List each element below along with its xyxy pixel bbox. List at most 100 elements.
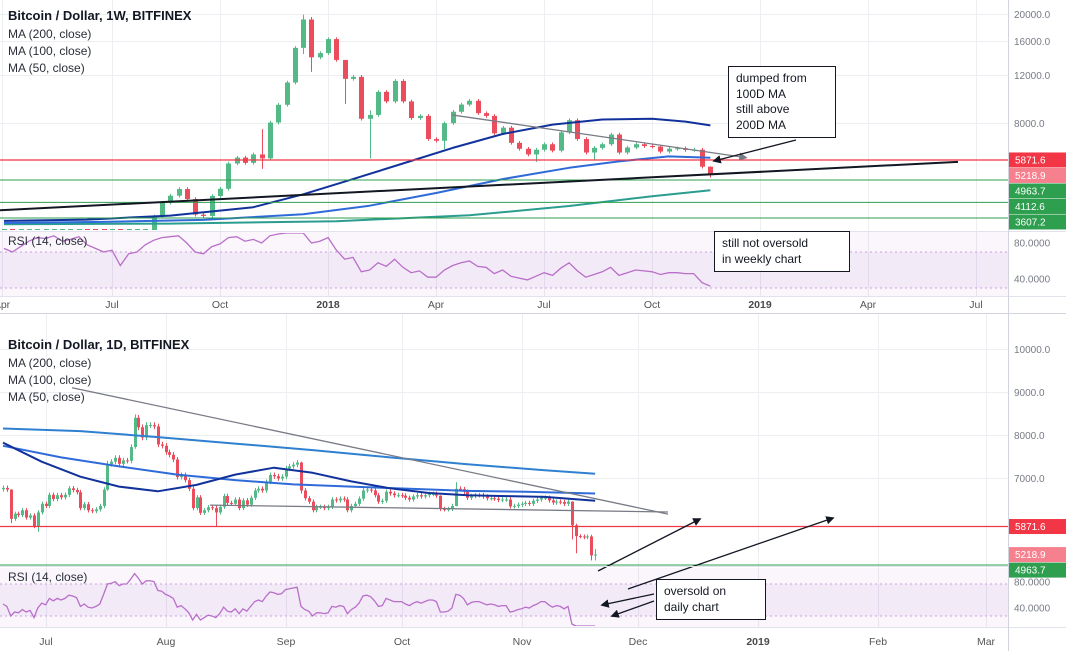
- candle-body: [118, 229, 123, 230]
- rsi-line: [3, 233, 711, 287]
- candle-body: [218, 188, 223, 196]
- time-axis-label[interactable]: Nov: [513, 636, 532, 648]
- trendline[interactable]: [71, 387, 669, 515]
- candle-body: [122, 460, 125, 464]
- candle-body: [180, 474, 183, 478]
- time-axis-label[interactable]: Oct: [394, 636, 410, 648]
- candle-body: [590, 536, 593, 556]
- time-axis-label[interactable]: Jul: [537, 299, 550, 311]
- candle-body: [470, 496, 473, 498]
- candle-body: [203, 510, 206, 513]
- candle-body: [77, 229, 82, 230]
- candle-body: [157, 426, 160, 445]
- price-scale-label[interactable]: 12000.0: [1014, 71, 1051, 82]
- rsi-scale-label[interactable]: 40.0000: [1014, 604, 1051, 615]
- weekly-rsi-label[interactable]: RSI (14, close): [8, 234, 88, 248]
- daily-chart-canvas[interactable]: 10000.0 9000.0 8000.0 7000.0 5871.6 5218.9 496…: [0, 314, 1066, 651]
- candle-body: [246, 500, 249, 505]
- time-axis-label[interactable]: Dec: [629, 636, 648, 648]
- rsi-scale-label[interactable]: 40.0000: [1014, 275, 1051, 286]
- candle-body: [579, 536, 582, 538]
- candle-body: [434, 139, 439, 141]
- candle-body: [226, 496, 229, 503]
- candle-body: [675, 148, 680, 150]
- candle-body: [91, 510, 94, 512]
- candle-body: [226, 163, 231, 189]
- time-axis-label[interactable]: Sep: [277, 636, 296, 648]
- candle-body: [185, 189, 190, 200]
- candle-body: [617, 134, 622, 153]
- price-scale-label[interactable]: 10000.0: [1014, 345, 1051, 356]
- price-scale-label[interactable]: 20000.0: [1014, 10, 1051, 21]
- time-axis-label[interactable]: Oct: [212, 299, 228, 311]
- candle-body: [497, 498, 500, 500]
- trendline[interactable]: [209, 504, 669, 513]
- rsi-group: [2, 572, 596, 626]
- note-oversold-daily[interactable]: oversold on daily chart: [656, 579, 766, 621]
- candle-body: [2, 487, 5, 490]
- candle-body: [432, 493, 435, 495]
- candle-body: [368, 114, 373, 119]
- time-axis-label[interactable]: 2019: [748, 299, 772, 311]
- candle-body: [296, 462, 299, 465]
- trendline[interactable]: [0, 160, 959, 212]
- rsi-band: [0, 252, 1008, 288]
- price-tag: [1009, 183, 1066, 199]
- price-scale-label[interactable]: 16000.0: [1014, 37, 1051, 48]
- candle-body: [335, 499, 338, 501]
- daily-rsi-label[interactable]: RSI (14, close): [8, 570, 88, 584]
- time-axis-label[interactable]: Apr: [0, 299, 11, 311]
- candle-body: [250, 497, 253, 505]
- weekly-ma100-label[interactable]: MA (100, close): [8, 44, 92, 58]
- rsi-scale-label[interactable]: 80.0000: [1014, 578, 1051, 589]
- time-axis-label[interactable]: Apr: [860, 299, 877, 311]
- time-axis-label[interactable]: Aug: [157, 636, 176, 648]
- candle-body: [193, 199, 198, 215]
- candle-body: [366, 489, 369, 491]
- time-axis-label[interactable]: Oct: [644, 299, 660, 311]
- weekly-symbol-title[interactable]: Bitcoin / Dollar, 1W, BITFINEX: [8, 8, 192, 23]
- annotation-arrow[interactable]: [712, 139, 797, 164]
- candle-body: [571, 501, 574, 526]
- rsi-scale-label[interactable]: 80.0000: [1014, 239, 1051, 250]
- weekly-ma200-label[interactable]: MA (200, close): [8, 27, 92, 41]
- candle-body: [563, 502, 566, 504]
- candle-body: [79, 492, 82, 509]
- candle-body: [93, 229, 98, 230]
- daily-symbol-title[interactable]: Bitcoin / Dollar, 1D, BITFINEX: [8, 337, 190, 352]
- price-scale-label[interactable]: 8000.0: [1014, 431, 1045, 442]
- price-scale-label[interactable]: 7000.0: [1014, 474, 1045, 485]
- time-axis-label[interactable]: Jul: [105, 299, 118, 311]
- weekly-chart-canvas[interactable]: 20000.0 16000.0 12000.0 8000.0 5871.6 5218.9 4…: [0, 0, 1066, 314]
- candle-body: [542, 144, 547, 150]
- daily-ma50-label[interactable]: MA (50, close): [8, 390, 85, 404]
- candle-body: [160, 202, 165, 217]
- trendline[interactable]: [451, 114, 748, 161]
- candle-body: [103, 489, 106, 506]
- price-tag-label: 5871.6: [1015, 155, 1046, 166]
- note-not-oversold-weekly[interactable]: still not oversold in weekly chart: [714, 231, 850, 273]
- candle-body: [127, 229, 132, 230]
- time-axis-label[interactable]: 2018: [316, 299, 340, 311]
- time-axis-label[interactable]: Apr: [428, 299, 445, 311]
- price-scale-label[interactable]: 9000.0: [1014, 388, 1045, 399]
- candle-body: [634, 144, 639, 148]
- price-scale-label[interactable]: 8000.0: [1014, 119, 1045, 130]
- daily-ma100-label[interactable]: MA (100, close): [8, 373, 92, 387]
- candle-body: [2, 229, 7, 230]
- annotation-arrow[interactable]: [610, 600, 655, 618]
- price-tag: [1009, 198, 1066, 214]
- weekly-ma50-label[interactable]: MA (50, close): [8, 61, 85, 75]
- annotation-arrow[interactable]: [597, 518, 702, 572]
- candle-body: [25, 510, 28, 518]
- annotation-arrow[interactable]: [627, 516, 835, 590]
- candle-body: [309, 19, 314, 58]
- daily-ma200-label[interactable]: MA (200, close): [8, 356, 92, 370]
- time-axis-label[interactable]: Mar: [977, 636, 996, 648]
- time-axis-label[interactable]: Feb: [869, 636, 887, 648]
- time-axis-label[interactable]: 2019: [746, 636, 770, 648]
- time-axis-label[interactable]: Jul: [969, 299, 982, 311]
- time-axis-label[interactable]: Jul: [39, 636, 52, 648]
- note-dumped-from-100dma[interactable]: dumped from 100D MA still above 200D MA: [728, 66, 836, 139]
- annotation-arrow[interactable]: [600, 593, 655, 608]
